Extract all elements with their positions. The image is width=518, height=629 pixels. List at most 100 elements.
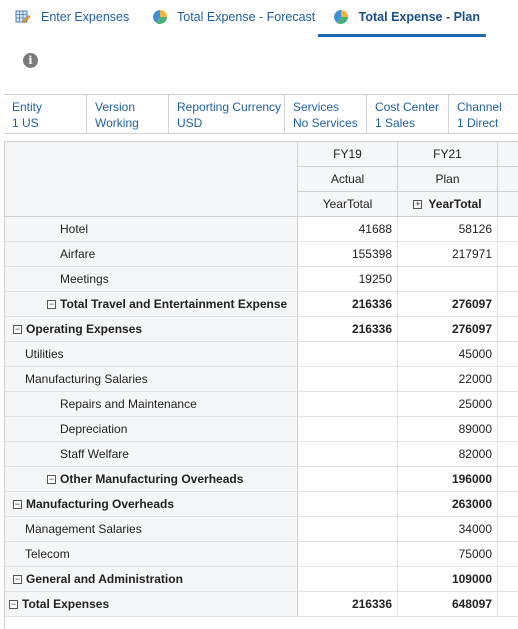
col-header-scenario-plan[interactable]: Plan xyxy=(398,167,498,192)
col-period: YearTotal xyxy=(322,197,373,211)
pov-name: Version xyxy=(95,100,136,114)
cell-plan[interactable]: 34000 xyxy=(398,517,498,541)
table-row: Manufacturing Salaries 22000 xyxy=(5,367,518,392)
tab-total-expense-forecast[interactable]: Total Expense - Forecast xyxy=(138,0,318,34)
cell-actual[interactable]: 216336 xyxy=(298,592,398,616)
pov-value: 1 US xyxy=(12,116,39,130)
cell-plan[interactable]: 89000 xyxy=(398,417,498,441)
cell-plan[interactable]: 276097 xyxy=(398,317,498,341)
pov-channel[interactable]: Channel 1 Direct xyxy=(448,95,518,133)
cell-actual[interactable] xyxy=(298,442,398,466)
row-header[interactable]: Utilities xyxy=(5,342,298,366)
pov-value: 1 Direct xyxy=(457,116,499,130)
data-grid: FY19 FY21 Actual Plan YearTotal + YearTot… xyxy=(4,141,518,629)
cell-plan[interactable]: 648097 xyxy=(398,592,498,616)
cell-actual[interactable] xyxy=(298,342,398,366)
cell-actual[interactable] xyxy=(298,467,398,491)
cell-extra xyxy=(498,567,518,591)
cell-plan[interactable]: 22000 xyxy=(398,367,498,391)
row-label: Hotel xyxy=(60,222,89,236)
pie-chart-icon xyxy=(152,8,168,26)
cell-actual[interactable] xyxy=(298,517,398,541)
row-header[interactable]: Repairs and Maintenance xyxy=(5,392,298,416)
cell-extra xyxy=(498,317,518,341)
pov-version[interactable]: Version Working xyxy=(86,95,168,133)
table-row: Depreciation 89000 xyxy=(5,417,518,442)
cell-extra xyxy=(498,442,518,466)
pov-reporting-currency[interactable]: Reporting Currency USD xyxy=(168,95,284,133)
cell-actual[interactable]: 216336 xyxy=(298,292,398,316)
collapse-icon[interactable]: − xyxy=(13,573,22,584)
tab-bar: Enter Expenses Total Expense - Forecast … xyxy=(0,0,518,38)
form-edit-icon xyxy=(14,8,32,26)
col-header-period-plan[interactable]: + YearTotal xyxy=(398,192,498,217)
col-header-period-actual[interactable]: YearTotal xyxy=(298,192,398,217)
row-header[interactable]: − Manufacturing Overheads xyxy=(5,492,298,516)
row-header[interactable]: Airfare xyxy=(5,242,298,266)
cell-extra xyxy=(498,492,518,516)
cell-plan[interactable]: 75000 xyxy=(398,542,498,566)
cell-actual[interactable] xyxy=(298,492,398,516)
row-label: General and Administration xyxy=(26,572,183,586)
col-header-scenario-actual[interactable]: Actual xyxy=(298,167,398,192)
pov-name: Cost Center xyxy=(375,100,440,114)
cell-actual[interactable] xyxy=(298,567,398,591)
cell-actual[interactable]: 19250 xyxy=(298,267,398,291)
cell-extra xyxy=(498,292,518,316)
cell-plan[interactable]: 263000 xyxy=(398,492,498,516)
collapse-icon[interactable]: − xyxy=(13,498,22,509)
row-header[interactable]: − General and Administration xyxy=(5,567,298,591)
col-scenario: Plan xyxy=(435,172,460,186)
cell-plan[interactable]: 217971 xyxy=(398,242,498,266)
row-header[interactable]: Hotel xyxy=(5,217,298,241)
cell-plan[interactable]: 276097 xyxy=(398,292,498,316)
collapse-icon[interactable]: − xyxy=(47,298,56,309)
row-label: Total Travel and Entertainment Expense xyxy=(60,297,288,311)
cell-plan[interactable]: 196000 xyxy=(398,467,498,491)
row-label: Manufacturing Salaries xyxy=(25,372,148,386)
cell-plan[interactable]: 109000 xyxy=(398,567,498,591)
row-header[interactable]: Management Salaries xyxy=(5,517,298,541)
cell-plan[interactable]: 45000 xyxy=(398,342,498,366)
pov-entity[interactable]: Entity 1 US xyxy=(4,95,86,133)
cell-extra xyxy=(498,392,518,416)
table-row: − Other Manufacturing Overheads 196000 xyxy=(5,467,518,492)
cell-plan[interactable] xyxy=(398,267,498,291)
tab-enter-expenses[interactable]: Enter Expenses xyxy=(0,0,138,34)
row-header[interactable]: − Other Manufacturing Overheads xyxy=(5,467,298,491)
collapse-icon[interactable]: − xyxy=(9,598,18,609)
collapse-icon[interactable]: − xyxy=(13,323,22,334)
pov-name: Entity xyxy=(12,100,43,114)
row-header[interactable]: − Operating Expenses xyxy=(5,317,298,341)
col-header-year-fy21[interactable]: FY21 xyxy=(398,142,498,167)
table-row: Repairs and Maintenance 25000 xyxy=(5,392,518,417)
tab-total-expense-plan[interactable]: Total Expense - Plan xyxy=(318,0,488,34)
cell-actual[interactable]: 41688 xyxy=(298,217,398,241)
col-header-year-fy19[interactable]: FY19 xyxy=(298,142,398,167)
expand-icon[interactable]: + xyxy=(413,198,423,209)
cell-plan[interactable]: 58126 xyxy=(398,217,498,241)
cell-plan[interactable]: 82000 xyxy=(398,442,498,466)
row-label: Management Salaries xyxy=(25,522,142,536)
row-header[interactable]: − Total Expenses xyxy=(5,592,298,616)
info-icon[interactable]: i xyxy=(23,53,38,68)
cell-actual[interactable] xyxy=(298,542,398,566)
cell-actual[interactable] xyxy=(298,417,398,441)
cell-actual[interactable] xyxy=(298,392,398,416)
row-header[interactable]: Manufacturing Salaries xyxy=(5,367,298,391)
cell-actual[interactable]: 155398 xyxy=(298,242,398,266)
row-header[interactable]: − Total Travel and Entertainment Expense xyxy=(5,292,298,316)
row-header[interactable]: Depreciation xyxy=(5,417,298,441)
row-label: Telecom xyxy=(25,547,70,561)
pov-services[interactable]: Services No Services xyxy=(284,95,366,133)
row-header[interactable]: Meetings xyxy=(5,267,298,291)
cell-actual[interactable] xyxy=(298,367,398,391)
cell-actual[interactable]: 216336 xyxy=(298,317,398,341)
pov-cost-center[interactable]: Cost Center 1 Sales xyxy=(366,95,448,133)
table-row: Telecom 75000 xyxy=(5,542,518,567)
row-header[interactable]: Telecom xyxy=(5,542,298,566)
cell-plan[interactable]: 25000 xyxy=(398,392,498,416)
table-row: Staff Welfare 82000 xyxy=(5,442,518,467)
row-header[interactable]: Staff Welfare xyxy=(5,442,298,466)
collapse-icon[interactable]: − xyxy=(47,473,56,484)
